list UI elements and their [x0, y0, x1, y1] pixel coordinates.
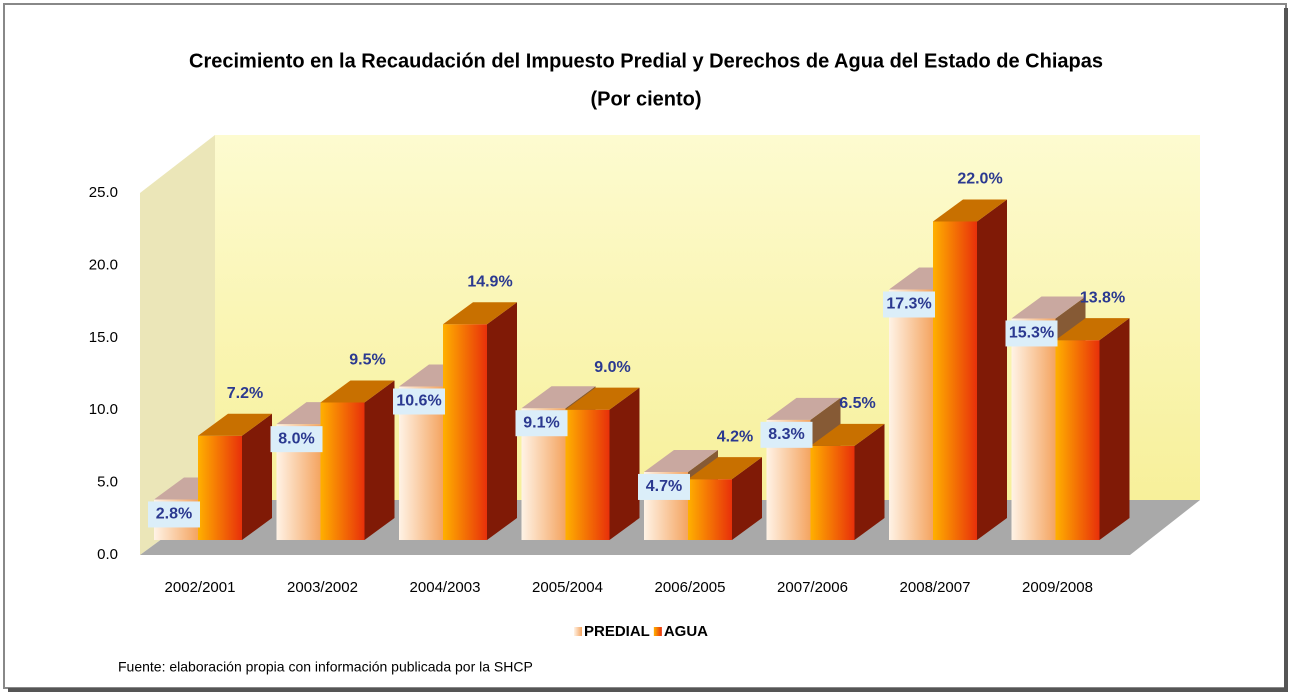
- value-label: 17.3%: [886, 296, 931, 313]
- bar-top: [1011, 296, 1086, 319]
- x-tick-label: 2007/2006: [777, 579, 848, 596]
- bar-side: [364, 380, 395, 540]
- bar: [1055, 340, 1100, 540]
- chart-subtitle: (Por ciento): [590, 88, 701, 110]
- source-note: Fuente: elaboración propia con informaci…: [118, 659, 533, 675]
- value-label: 7.2%: [227, 385, 263, 402]
- bar-side: [732, 457, 762, 540]
- label-box: [148, 501, 200, 528]
- y-tick-label: 10.0: [89, 401, 118, 418]
- x-tick-label: 2006/2005: [655, 579, 726, 596]
- label-box: [1005, 320, 1058, 347]
- bar-top: [766, 397, 841, 420]
- y-tick-label: 5.0: [97, 474, 118, 491]
- label-box: [515, 410, 568, 437]
- label-box: [393, 388, 445, 415]
- bar-top: [688, 457, 762, 480]
- value-label: 8.3%: [768, 426, 804, 443]
- bar: [565, 409, 610, 540]
- label-box: [638, 473, 690, 500]
- bar-top: [644, 449, 718, 472]
- value-label: 9.1%: [523, 414, 559, 431]
- bar: [443, 324, 487, 540]
- value-label: 10.6%: [396, 393, 441, 410]
- bar-side: [854, 423, 885, 540]
- bar-top: [565, 387, 640, 410]
- value-label: 13.8%: [1080, 289, 1125, 306]
- y-tick-label: 15.0: [89, 329, 118, 346]
- bar: [320, 402, 365, 540]
- value-label: 4.2%: [717, 428, 753, 445]
- value-label: 9.5%: [349, 352, 385, 369]
- bar-top: [810, 423, 885, 446]
- y-tick-label: 0.0: [97, 546, 118, 563]
- legend-label: AGUA: [664, 623, 708, 640]
- x-tick-label: 2008/2007: [900, 579, 971, 596]
- bar-top: [320, 380, 395, 403]
- x-tick-label: 2004/2003: [410, 579, 481, 596]
- value-label: 4.7%: [646, 478, 682, 495]
- value-label: 14.9%: [467, 273, 512, 290]
- x-tick-label: 2009/2008: [1022, 579, 1093, 596]
- value-label: 22.0%: [957, 171, 1002, 188]
- label-box: [760, 421, 813, 448]
- bar-top: [933, 199, 1007, 222]
- bar-top: [1055, 318, 1130, 341]
- shadow: [8, 688, 1288, 692]
- shadow: [1284, 8, 1288, 690]
- legend-label: PREDIAL: [584, 623, 650, 640]
- chart-title: Crecimiento en la Recaudación del Impues…: [189, 50, 1103, 72]
- x-tick-label: 2005/2004: [532, 579, 603, 596]
- label-box: [270, 426, 323, 453]
- y-tick-label: 20.0: [89, 256, 118, 273]
- value-label: 9.0%: [594, 359, 630, 376]
- x-tick-label: 2002/2001: [165, 579, 236, 596]
- bar-side: [242, 413, 272, 540]
- side-wall: [140, 135, 215, 555]
- value-label: 2.8%: [156, 506, 192, 523]
- bar: [198, 435, 242, 540]
- legend-swatch: [653, 627, 662, 636]
- value-label: 6.5%: [839, 395, 875, 412]
- bar-side: [1099, 318, 1130, 540]
- bar: [1011, 318, 1056, 540]
- value-label: 15.3%: [1009, 325, 1054, 342]
- y-tick-label: 25.0: [89, 184, 118, 201]
- bar: [688, 479, 732, 540]
- bar-side: [487, 302, 517, 540]
- bar-top: [198, 413, 272, 436]
- bar-side: [977, 199, 1007, 540]
- bar-side: [609, 387, 640, 540]
- bar: [810, 445, 855, 540]
- label-box: [883, 291, 935, 318]
- bar: [889, 289, 933, 540]
- x-tick-label: 2003/2002: [287, 579, 358, 596]
- bar-top: [443, 302, 517, 325]
- bar: [933, 221, 977, 540]
- bar-top: [521, 386, 596, 409]
- legend-swatch: [574, 627, 582, 636]
- value-label: 8.0%: [278, 430, 314, 447]
